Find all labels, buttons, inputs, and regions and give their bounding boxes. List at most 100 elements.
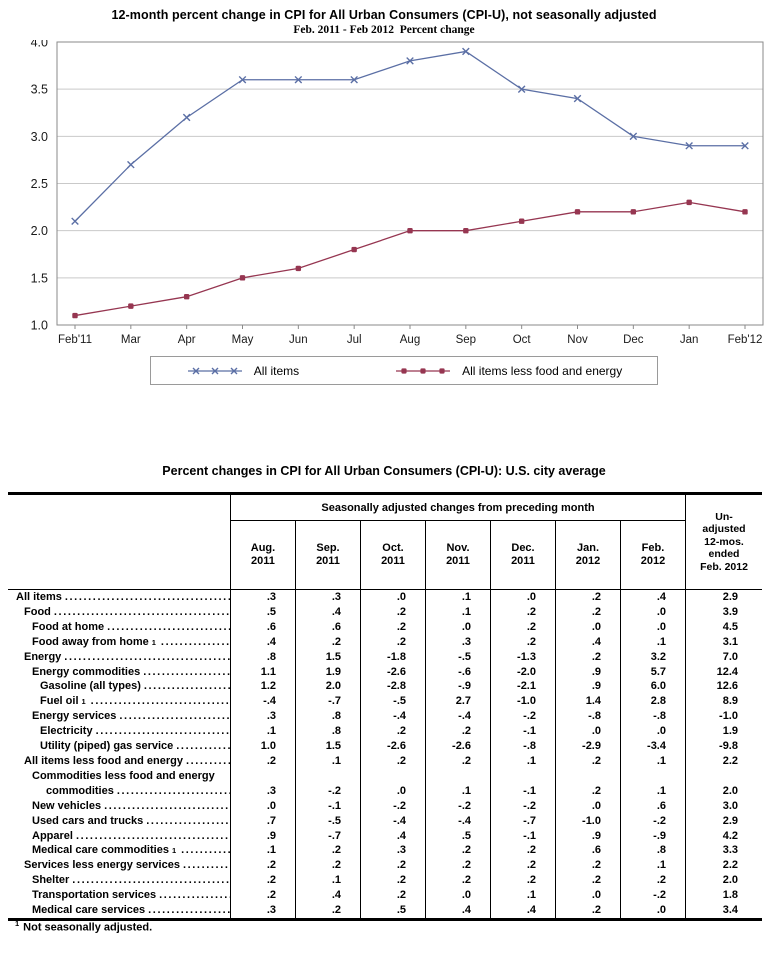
table-row: Energy services.........................…	[8, 709, 762, 725]
table-title: Percent changes in CPI for All Urban Con…	[162, 464, 606, 478]
cell-value: .0	[360, 768, 425, 799]
cell-value: -2.8	[360, 679, 425, 695]
cell-value: .2	[360, 858, 425, 874]
row-label-line: Services less energy services...........…	[24, 858, 230, 873]
table-row: Shelter.................................…	[8, 873, 762, 889]
dot-leader: ........................................…	[146, 814, 230, 827]
cell-value: 1.5	[295, 739, 360, 754]
row-label-line2: commodities.............................…	[32, 784, 230, 799]
cell-value: -.4	[230, 694, 295, 710]
square-marker-icon	[630, 209, 637, 215]
cell-value: .2	[360, 873, 425, 889]
cell-value: 3.3	[685, 843, 762, 859]
dot-leader: ........................................…	[182, 859, 230, 872]
row-label-text: Food away from home	[32, 635, 149, 648]
table-row: Services less energy services...........…	[8, 858, 762, 874]
table-row: Utility (piped) gas service.............…	[8, 739, 762, 754]
cell-value: 6.0	[620, 679, 685, 695]
row-label-line: Food away from home1....................…	[32, 635, 230, 650]
x-marker-icon	[573, 94, 582, 103]
footnote-marker: 1	[15, 919, 20, 928]
row-label-text: Energy commodities	[32, 665, 141, 678]
row-label-text: commodities	[46, 784, 114, 797]
cell-value: -.1	[295, 798, 360, 814]
cell-value: .4	[230, 634, 295, 650]
cell-value: -1.3	[490, 649, 555, 665]
square-marker-icon	[420, 367, 426, 374]
cell-value: 12.6	[685, 679, 762, 695]
cell-value: .4	[425, 903, 490, 918]
cell-value: .0	[555, 724, 620, 740]
x-marker-icon	[211, 367, 219, 374]
table-row: Commodities less food and energy commodit…	[8, 768, 762, 799]
row-label: Food at home............................…	[8, 620, 230, 635]
cell-value: .1	[425, 604, 490, 620]
row-label: Food....................................…	[8, 605, 230, 620]
table-last-column-header: Un- adjusted 12-mos. ended Feb. 2012	[685, 495, 762, 589]
cell-value: .1	[490, 888, 555, 904]
row-label-text: All items	[16, 591, 62, 603]
cell-value: -.2	[425, 798, 490, 814]
table-row: Used cars and trucks....................…	[8, 813, 762, 829]
cell-value: .0	[360, 590, 425, 605]
cell-value: .5	[360, 903, 425, 918]
column-header: Nov. 2011	[425, 521, 490, 589]
x-tick-label: Apr	[178, 334, 196, 346]
cell-value: .9	[555, 828, 620, 844]
dot-leader: ........................................…	[64, 650, 230, 663]
cell-value: 3.1	[685, 634, 762, 650]
cell-value: -.2	[620, 813, 685, 829]
cell-value: 8.9	[685, 694, 762, 710]
column-header: Dec. 2011	[490, 521, 555, 589]
cell-value: -1.0	[685, 709, 762, 725]
row-label-text: Medical care services	[32, 904, 146, 917]
table-row: New vehicles............................…	[8, 798, 762, 814]
cell-value: .2	[490, 843, 555, 859]
cell-value: -.2	[490, 798, 555, 814]
row-label: Services less energy services...........…	[8, 858, 230, 873]
cell-value: -.7	[295, 828, 360, 844]
cell-value: .0	[230, 798, 295, 814]
table-row: Food at home............................…	[8, 619, 762, 635]
footnote-ref: 1	[171, 846, 177, 856]
cell-value: -.8	[490, 739, 555, 754]
dot-leader: ........................................…	[119, 710, 230, 723]
cell-value: 1.8	[685, 888, 762, 904]
cell-value: .2	[295, 634, 360, 650]
row-label: Food away from home1....................…	[8, 635, 230, 650]
row-label-line: Shelter.................................…	[32, 873, 230, 888]
row-label-text: Electricity	[40, 725, 93, 738]
table-header: Seasonally adjusted changes from precedi…	[8, 495, 762, 590]
cell-value: 2.7	[425, 694, 490, 710]
row-label-line: Transportation services.................…	[32, 888, 230, 903]
chart-legend: All items All items less food and energy	[150, 356, 658, 385]
x-tick-label: May	[232, 334, 254, 346]
footnote-ref: 1	[151, 637, 156, 647]
cell-value: .0	[490, 590, 555, 605]
dot-leader: ........................................…	[90, 695, 230, 708]
x-marker-icon	[127, 160, 135, 169]
cell-value: .6	[230, 619, 295, 635]
cell-value: .7	[230, 813, 295, 829]
cell-value: .2	[230, 888, 295, 904]
chart-title: 12-month percent change in CPI for All U…	[111, 8, 657, 22]
cell-value: .3	[295, 590, 360, 605]
y-tick-label: 1.0	[31, 319, 48, 333]
row-label-text: Transportation services	[32, 889, 157, 902]
footnote-text: Not seasonally adjusted.	[23, 921, 153, 934]
cell-value: .2	[360, 619, 425, 635]
column-header: Jan. 2012	[555, 521, 620, 589]
cell-value: .2	[555, 858, 620, 874]
row-label-line: Energy..................................…	[24, 650, 230, 665]
cell-value: -2.6	[425, 739, 490, 754]
square-marker-icon	[518, 218, 525, 224]
cell-value: .3	[425, 634, 490, 650]
row-label-text: Shelter	[32, 874, 70, 887]
cell-value: .1	[230, 843, 295, 859]
x-tick-label: Jan	[680, 334, 699, 346]
y-tick-label: 2.5	[31, 177, 48, 191]
row-label-text: Medical care commodities	[32, 844, 169, 857]
row-label-text: Energy	[24, 650, 62, 663]
x-marker-icon	[294, 75, 303, 84]
square-marker-icon	[183, 294, 190, 300]
